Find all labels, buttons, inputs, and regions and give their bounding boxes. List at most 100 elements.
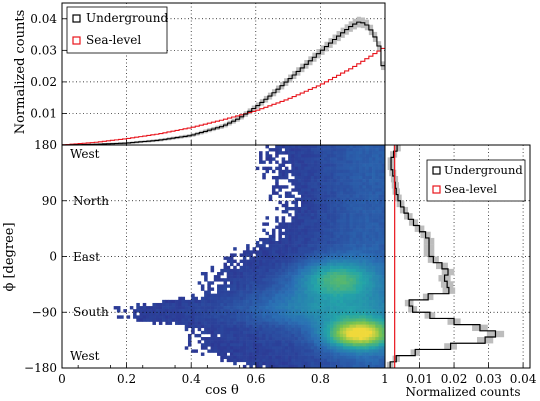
heatmap-cell bbox=[246, 284, 250, 288]
heatmap-cell bbox=[317, 253, 321, 257]
heatmap-cell bbox=[362, 219, 366, 223]
heatmap-cell bbox=[307, 306, 312, 310]
heatmap-cell bbox=[271, 324, 276, 329]
heatmap-cell bbox=[368, 358, 373, 363]
heatmap-cell bbox=[210, 315, 215, 319]
heatmap-cell bbox=[262, 262, 266, 267]
heatmap-cell bbox=[381, 349, 386, 353]
heatmap-cell bbox=[320, 330, 324, 335]
heatmap-cell bbox=[330, 200, 334, 205]
heatmap-cell bbox=[349, 231, 353, 236]
heatmap-cell bbox=[352, 302, 357, 307]
heatmap-cell bbox=[262, 299, 266, 304]
heatmap-cell bbox=[291, 234, 295, 239]
heatmap-cell bbox=[307, 169, 312, 174]
heatmap-cell bbox=[313, 206, 318, 211]
heatmap-cell bbox=[378, 346, 383, 350]
heatmap-cell bbox=[294, 151, 299, 155]
heatmap-cell bbox=[346, 352, 350, 356]
heatmap-cell bbox=[301, 203, 305, 208]
heatmap-cell bbox=[268, 262, 273, 267]
heatmap-cell bbox=[275, 364, 279, 369]
heatmap-cell bbox=[175, 312, 179, 316]
heatmap-cell bbox=[307, 237, 312, 242]
heatmap-cell bbox=[265, 271, 270, 276]
heatmap-cell bbox=[323, 352, 328, 356]
heatmap-cell bbox=[284, 296, 289, 301]
heatmap-cell bbox=[294, 200, 299, 205]
heatmap-cell bbox=[368, 306, 373, 310]
heatmap-cell bbox=[381, 234, 386, 239]
heatmap-cell bbox=[378, 225, 383, 229]
heatmap-cell bbox=[368, 309, 373, 313]
heatmap-cell bbox=[155, 306, 160, 310]
heatmap-cell bbox=[226, 358, 231, 363]
heatmap-cell bbox=[284, 210, 289, 214]
heatmap-cell bbox=[323, 151, 328, 155]
heatmap-cell bbox=[343, 364, 347, 369]
heatmap-cell bbox=[268, 324, 273, 329]
heatmap-cell bbox=[378, 219, 383, 223]
heatmap-cell bbox=[326, 343, 331, 347]
heatmap-cell bbox=[326, 299, 331, 304]
heatmap-cell bbox=[233, 321, 237, 325]
heatmap-cell bbox=[281, 244, 286, 248]
heatmap-cell bbox=[346, 364, 350, 369]
heatmap-cell bbox=[343, 262, 347, 267]
heatmap-cell bbox=[304, 278, 308, 282]
heatmap-cell bbox=[343, 206, 347, 211]
heatmap-cell bbox=[313, 309, 318, 313]
heatmap-cell bbox=[372, 157, 376, 161]
heatmap-cell bbox=[239, 296, 244, 301]
heatmap-cell bbox=[378, 333, 383, 338]
heatmap-cell bbox=[368, 228, 373, 233]
heatmap-cell bbox=[323, 234, 328, 239]
heatmap-cell bbox=[291, 306, 295, 310]
heatmap-cell bbox=[246, 247, 250, 251]
heatmap-cell bbox=[323, 253, 328, 257]
heatmap-cell bbox=[333, 337, 337, 341]
heatmap-cell bbox=[259, 253, 263, 257]
heatmap-cell bbox=[320, 333, 324, 338]
heatmap-cell bbox=[275, 275, 279, 279]
heatmap-cell bbox=[381, 166, 386, 171]
heatmap-cell bbox=[317, 151, 321, 155]
heatmap-cell bbox=[378, 166, 383, 171]
heatmap-cell bbox=[381, 231, 386, 236]
heatmap-cell bbox=[239, 340, 244, 344]
heatmap-cell bbox=[242, 318, 247, 322]
heatmap-cell bbox=[323, 358, 328, 363]
heatmap-cell bbox=[291, 225, 295, 229]
heatmap-cell bbox=[310, 154, 315, 158]
heatmap-cell bbox=[301, 151, 305, 155]
heatmap-cell bbox=[271, 284, 276, 288]
heatmap-cell bbox=[297, 172, 302, 177]
heatmap-cell bbox=[330, 315, 334, 319]
heatmap-cell bbox=[304, 293, 308, 298]
heatmap-cell bbox=[339, 216, 344, 220]
heatmap-cell bbox=[333, 185, 337, 189]
heatmap-cell bbox=[294, 364, 299, 369]
heatmap-cell bbox=[249, 296, 253, 301]
heatmap-cell bbox=[310, 145, 315, 149]
heatmap-cell bbox=[301, 333, 305, 338]
heatmap-cell bbox=[249, 330, 253, 335]
heatmap-cell bbox=[349, 358, 353, 363]
heatmap-cell bbox=[278, 265, 282, 270]
heatmap-cell bbox=[304, 352, 308, 356]
heatmap-cell bbox=[313, 343, 318, 347]
heatmap-cell bbox=[207, 340, 211, 344]
heatmap-cell bbox=[252, 296, 257, 301]
heatmap-cell bbox=[271, 333, 276, 338]
heatmap-cell bbox=[359, 175, 363, 180]
heatmap-cell bbox=[246, 330, 250, 335]
heatmap-cell bbox=[343, 271, 347, 276]
heatmap-cell bbox=[336, 361, 341, 366]
heatmap-cell bbox=[336, 358, 341, 363]
heatmap-cell bbox=[333, 234, 337, 239]
heatmap-cell bbox=[343, 324, 347, 329]
heatmap-cell bbox=[372, 250, 376, 254]
heatmap-cell bbox=[217, 309, 221, 313]
heatmap-cell bbox=[359, 219, 363, 223]
heatmap-cell bbox=[249, 312, 253, 316]
